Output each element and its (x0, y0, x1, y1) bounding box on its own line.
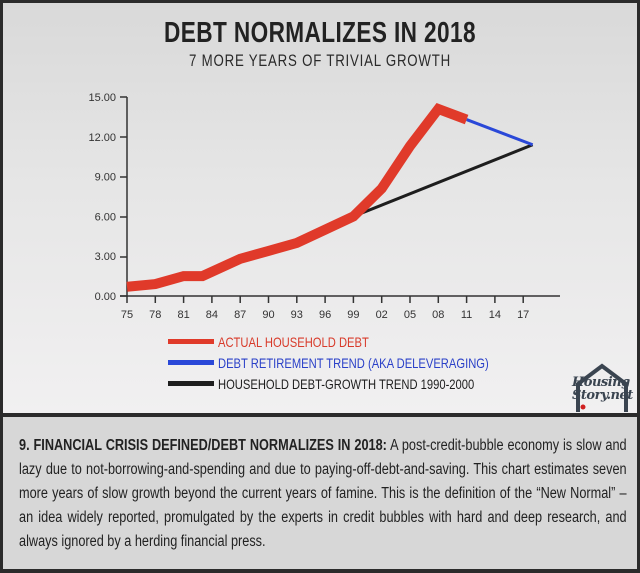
legend-label: ACTUAL HOUSEHOLD DEBT (218, 333, 369, 350)
y-tick-label: 6.00 (95, 211, 116, 223)
series-line (352, 143, 534, 218)
caption-panel (3, 417, 637, 569)
legend-swatch-black (168, 381, 214, 386)
y-tick-label: 12.00 (88, 132, 116, 144)
x-tick-label: 08 (432, 309, 444, 321)
series-line (126, 102, 469, 292)
x-tick-label: 11 (461, 309, 472, 321)
legend-label: DEBT RETIREMENT TREND (AKA DELEVERAGING) (218, 354, 489, 371)
x-tick-label: 99 (347, 309, 359, 321)
x-tick-label: 93 (291, 309, 303, 321)
x-tick-label: 90 (262, 309, 274, 321)
y-axis (120, 96, 128, 297)
x-tick-label: 84 (206, 309, 218, 321)
x-tick-label: 96 (319, 309, 331, 321)
x-tick-label: 81 (177, 309, 189, 321)
y-tick-label: 9.00 (95, 172, 116, 184)
x-tick-label: 14 (489, 309, 501, 321)
caption-body: A post-credit-bubble economy is slow and… (19, 437, 627, 550)
y-tick-label: 15.00 (88, 92, 116, 104)
legend-swatch-blue (168, 360, 214, 365)
x-tick-label: 02 (376, 309, 388, 321)
housingstory-logo: Housing Story.net (570, 362, 633, 412)
x-tick-label: 17 (517, 309, 529, 321)
legend-item-growth-trend: HOUSEHOLD DEBT-GROWTH TREND 1990-2000 (168, 373, 556, 394)
legend-label: HOUSEHOLD DEBT-GROWTH TREND 1990-2000 (218, 375, 475, 392)
legend-item-actual: ACTUAL HOUSEHOLD DEBT (168, 331, 556, 352)
legend: ACTUAL HOUSEHOLD DEBT DEBT RETIREMENT TR… (168, 331, 556, 394)
legend-item-retirement: DEBT RETIREMENT TREND (AKA DELEVERAGING) (168, 352, 556, 373)
line-chart: 0.00 3.00 6.00 9.00 12.00 15.00 75 78 81 84 87 90 9… (88, 92, 534, 321)
y-axis-labels: 0.00 3.00 6.00 9.00 12.00 15.00 (88, 92, 116, 303)
series-lines (126, 102, 534, 292)
x-axis-ticks: 75 78 81 84 87 90 93 96 99 02 05 08 11 14 17 (121, 296, 529, 321)
y-tick-label: 3.00 (95, 251, 116, 263)
house-icon (576, 363, 628, 412)
x-tick-label: 75 (121, 309, 133, 321)
x-tick-label: 87 (234, 309, 246, 321)
y-tick-label: 0.00 (95, 291, 116, 303)
caption-text: 9. FINANCIAL CRISIS DEFINED/DEBT NORMALI… (19, 434, 627, 554)
logo-line1: Housing (572, 375, 630, 390)
chart-subtitle: 7 MORE YEARS OF TRIVIAL GROWTH (189, 51, 451, 70)
chart-panel: DEBT NORMALIZES IN 2018 7 MORE YEARS OF … (3, 3, 637, 413)
x-tick-label: 05 (404, 309, 416, 321)
logo-line2: Story.net (572, 388, 633, 403)
series-line (466, 118, 534, 147)
chart-title: DEBT NORMALIZES IN 2018 (164, 17, 476, 49)
caption-heading: 9. FINANCIAL CRISIS DEFINED/DEBT NORMALI… (19, 437, 387, 454)
legend-swatch-red (168, 339, 214, 344)
x-tick-label: 78 (149, 309, 161, 321)
